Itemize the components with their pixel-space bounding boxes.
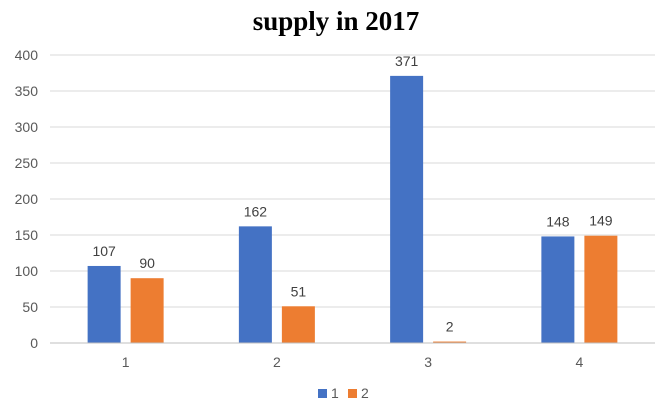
bar-series-1 [541,236,575,343]
bar-series-2 [281,306,315,343]
y-tick-label: 150 [15,227,39,243]
legend-swatch [318,389,327,398]
gridlines [50,54,655,308]
data-label: 107 [92,243,116,259]
chart-title: supply in 2017 [253,6,420,36]
y-tick-label: 350 [15,83,39,99]
data-label: 162 [244,203,268,219]
x-tick-label: 2 [273,354,281,370]
y-tick-label: 0 [30,335,38,351]
data-label: 2 [446,319,454,335]
y-tick-label: 250 [15,155,39,171]
y-tick-label: 400 [15,47,39,63]
data-label: 371 [395,53,419,69]
y-tick-label: 100 [15,263,39,279]
bar-series-1 [238,226,272,343]
data-label: 149 [589,213,613,229]
x-tick-label: 4 [575,354,583,370]
bar-series-2 [130,278,164,343]
y-tick-label: 200 [15,191,39,207]
bars [87,75,618,343]
x-tick-label: 3 [424,354,432,370]
bar-series-2 [433,341,467,343]
legend-label: 1 [331,385,339,401]
y-tick-label: 50 [22,299,38,315]
y-tick-label: 300 [15,119,39,135]
data-labels: 107 90 162 51 371 2 148 149 [92,53,612,335]
x-tick-label: 1 [122,354,130,370]
data-label: 90 [139,255,155,271]
bar-series-1 [87,265,121,343]
data-label: 51 [291,283,307,299]
legend-swatch [348,389,357,398]
bar-series-1 [390,75,424,343]
legend-label: 2 [361,385,369,401]
data-label: 148 [546,213,570,229]
bar-series-2 [584,235,618,343]
x-axis-ticks: 1 2 3 4 [122,354,584,370]
y-axis-ticks: 0 50 100 150 200 250 300 350 400 [15,47,39,351]
